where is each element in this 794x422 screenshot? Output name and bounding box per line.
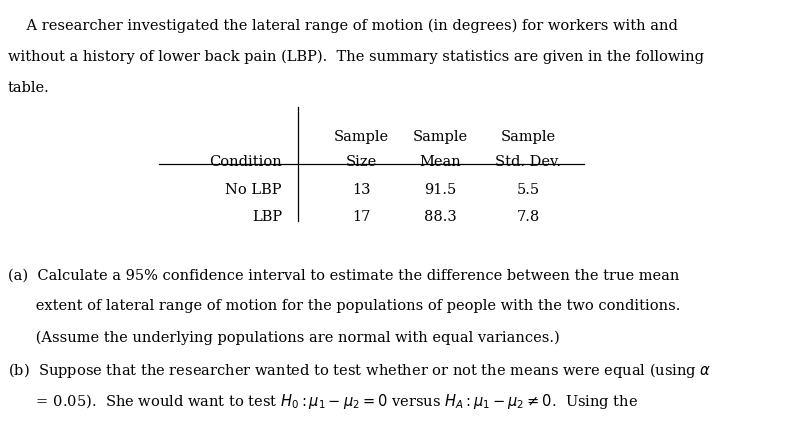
Text: = 0.05).  She would want to test $H_0 : \mu_1 - \mu_2 = 0$ versus $H_A : \mu_1 -: = 0.05). She would want to test $H_0 : \… (8, 392, 638, 411)
Text: 88.3: 88.3 (424, 210, 457, 224)
Text: (a)  Calculate a 95% confidence interval to estimate the difference between the : (a) Calculate a 95% confidence interval … (8, 268, 680, 282)
Text: (Assume the underlying populations are normal with equal variances.): (Assume the underlying populations are n… (8, 330, 560, 344)
Text: A researcher investigated the lateral range of motion (in degrees) for workers w: A researcher investigated the lateral ra… (8, 19, 678, 33)
Text: 17: 17 (352, 210, 371, 224)
Text: No LBP: No LBP (225, 183, 282, 197)
Text: Sample: Sample (500, 130, 556, 144)
Text: Mean: Mean (420, 155, 461, 169)
Text: extent of lateral range of motion for the populations of people with the two con: extent of lateral range of motion for th… (8, 299, 680, 313)
Text: Sample: Sample (413, 130, 468, 144)
Text: 13: 13 (352, 183, 371, 197)
Text: Size: Size (345, 155, 377, 169)
Text: 7.8: 7.8 (516, 210, 540, 224)
Text: table.: table. (8, 81, 50, 95)
Text: 91.5: 91.5 (425, 183, 457, 197)
Text: Sample: Sample (333, 130, 389, 144)
Text: 5.5: 5.5 (516, 183, 540, 197)
Text: LBP: LBP (252, 210, 282, 224)
Text: Condition: Condition (209, 155, 282, 169)
Text: Std. Dev.: Std. Dev. (495, 155, 561, 169)
Text: (b)  Suppose that the researcher wanted to test whether or not the means were eq: (b) Suppose that the researcher wanted t… (8, 361, 711, 380)
Text: without a history of lower back pain (LBP).  The summary statistics are given in: without a history of lower back pain (LB… (8, 50, 704, 64)
